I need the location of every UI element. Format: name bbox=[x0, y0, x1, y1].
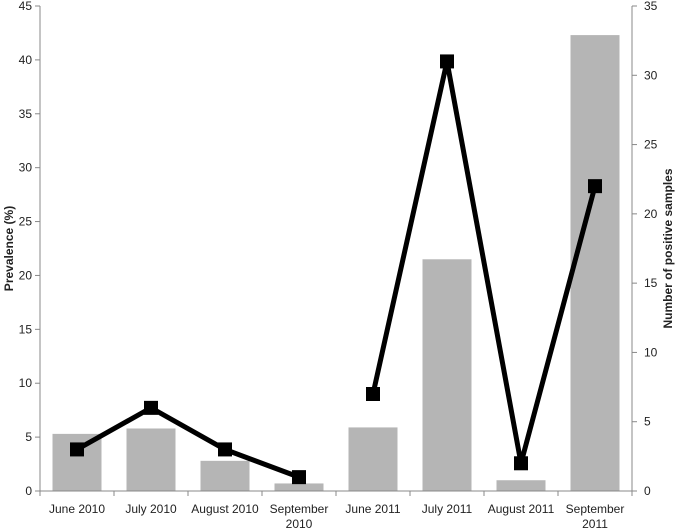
line-marker-1 bbox=[144, 400, 158, 415]
x-tick-label-2-0: August 2010 bbox=[191, 502, 259, 516]
bar-5 bbox=[422, 259, 472, 491]
left-tick-label-1: 5 bbox=[25, 430, 32, 444]
line-marker-2 bbox=[218, 442, 232, 457]
bar-1 bbox=[126, 428, 176, 491]
line-segment-1 bbox=[370, 60, 598, 464]
left-axis-title: Prevalence (%) bbox=[2, 206, 16, 291]
right-tick-label-7: 35 bbox=[644, 0, 658, 13]
right-tick-label-3: 15 bbox=[644, 276, 658, 290]
bar-7 bbox=[570, 35, 620, 491]
left-tick-label-7: 35 bbox=[19, 107, 33, 121]
left-tick-label-2: 10 bbox=[19, 376, 33, 390]
left-tick-label-4: 20 bbox=[19, 268, 33, 282]
left-tick-label-3: 15 bbox=[19, 322, 33, 336]
line-marker-6 bbox=[514, 456, 528, 471]
line-marker-0 bbox=[70, 442, 84, 457]
x-tick-label-3-1: 2010 bbox=[286, 517, 313, 531]
line-marker-4 bbox=[366, 387, 380, 401]
left-tick-label-0: 0 bbox=[25, 484, 32, 498]
x-tick-label-3-0: September bbox=[270, 502, 329, 516]
left-tick-label-6: 30 bbox=[19, 161, 33, 175]
x-tick-label-1-0: July 2010 bbox=[125, 502, 177, 516]
right-tick-label-2: 10 bbox=[644, 345, 658, 359]
x-tick-label-5-0: July 2011 bbox=[422, 502, 473, 516]
right-tick-label-6: 30 bbox=[644, 68, 658, 82]
bar-4 bbox=[348, 427, 398, 491]
x-tick-label-7-0: September bbox=[566, 502, 625, 516]
x-tick-label-0-0: June 2010 bbox=[49, 502, 105, 516]
left-tick-label-8: 40 bbox=[19, 53, 33, 67]
bar-3 bbox=[274, 483, 324, 491]
left-tick-label-5: 25 bbox=[19, 215, 33, 229]
x-tick-label-7-1: 2011 bbox=[582, 517, 608, 531]
bar-2 bbox=[200, 460, 250, 491]
right-tick-label-4: 20 bbox=[644, 207, 658, 221]
right-axis-title: Number of positive samples bbox=[661, 168, 675, 328]
left-tick-label-9: 45 bbox=[19, 0, 33, 13]
right-tick-label-0: 0 bbox=[644, 484, 651, 498]
right-tick-label-1: 5 bbox=[644, 415, 651, 429]
line-marker-3 bbox=[292, 470, 306, 485]
x-tick-label-4-0: June 2011 bbox=[345, 502, 400, 516]
bar-6 bbox=[496, 480, 546, 491]
right-tick-label-5: 25 bbox=[644, 138, 658, 152]
line-marker-5 bbox=[440, 54, 454, 69]
line-segment-0 bbox=[75, 404, 300, 480]
line-marker-7 bbox=[588, 179, 602, 194]
x-tick-label-6-0: August 2011 bbox=[488, 502, 555, 516]
